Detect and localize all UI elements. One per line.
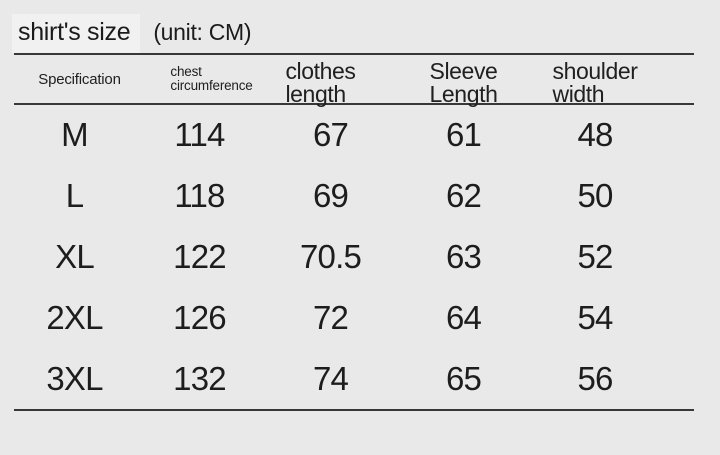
header-chest-line2: circumference <box>170 78 253 93</box>
cell-clothes-length: 74 <box>312 359 349 397</box>
cell-chest: 114 <box>174 116 225 154</box>
header-sleeve-line2: Length <box>429 81 498 107</box>
table-header-row: Specification chest circumference clothe… <box>14 55 694 107</box>
header-sleeve-length: Sleeve Length <box>429 57 498 107</box>
cell-size: 2XL <box>46 298 103 336</box>
size-table: Specification chest circumference clothe… <box>14 53 694 411</box>
cell-size: L <box>65 177 84 215</box>
page-title: shirt's size <box>12 14 141 53</box>
header-shoulder-width: shoulder width <box>552 57 638 107</box>
cell-sleeve-length: 63 <box>445 237 482 275</box>
cell-chest: 118 <box>174 177 225 215</box>
cell-sleeve-length: 64 <box>445 298 482 336</box>
cell-chest: 122 <box>173 237 226 275</box>
table-row-2xl: 2XL 126 72 64 54 <box>14 287 694 348</box>
cell-size: M <box>61 116 88 154</box>
cell-shoulder-width: 54 <box>577 298 613 336</box>
header-clothes-line1: clothes <box>285 57 356 84</box>
cell-chest: 126 <box>173 298 226 336</box>
cell-size: 3XL <box>46 359 103 397</box>
cell-clothes-length: 72 <box>312 298 349 336</box>
cell-sleeve-length: 62 <box>445 177 482 215</box>
cell-clothes-length: 67 <box>312 116 349 154</box>
cell-clothes-length: 70.5 <box>299 237 362 275</box>
header-specification: Specification <box>38 70 121 88</box>
cell-sleeve-length: 65 <box>445 359 482 397</box>
cell-shoulder-width: 50 <box>577 177 613 215</box>
table-row-l: L 118 69 62 50 <box>14 166 694 227</box>
cell-shoulder-width: 52 <box>577 237 613 275</box>
cell-sleeve-length: 61 <box>445 116 482 154</box>
title-bar: shirt's size (unit: CM) <box>12 14 252 53</box>
cell-shoulder-width: 56 <box>577 359 613 397</box>
header-sleeve-line1: Sleeve <box>429 57 498 84</box>
cell-size: XL <box>55 237 95 275</box>
header-shoulder-line2: width <box>552 81 605 107</box>
header-shoulder-line1: shoulder <box>552 57 638 84</box>
table-row-xl: XL 122 70.5 63 52 <box>14 227 694 288</box>
cell-clothes-length: 69 <box>312 177 349 215</box>
header-clothes-line2: length <box>285 81 346 107</box>
header-chest-circumference: chest circumference <box>170 65 252 93</box>
header-chest-line1: chest <box>170 64 202 79</box>
unit-label: (unit: CM) <box>153 19 252 45</box>
table-row-m: M 114 67 61 48 <box>14 105 694 166</box>
table-body: M 114 67 61 48 L 118 69 62 50 XL 122 70.… <box>14 105 694 411</box>
cell-chest: 132 <box>173 359 226 397</box>
cell-shoulder-width: 48 <box>577 116 613 154</box>
table-row-3xl: 3XL 132 74 65 56 <box>14 348 694 409</box>
header-clothes-length: clothes length <box>285 57 356 107</box>
